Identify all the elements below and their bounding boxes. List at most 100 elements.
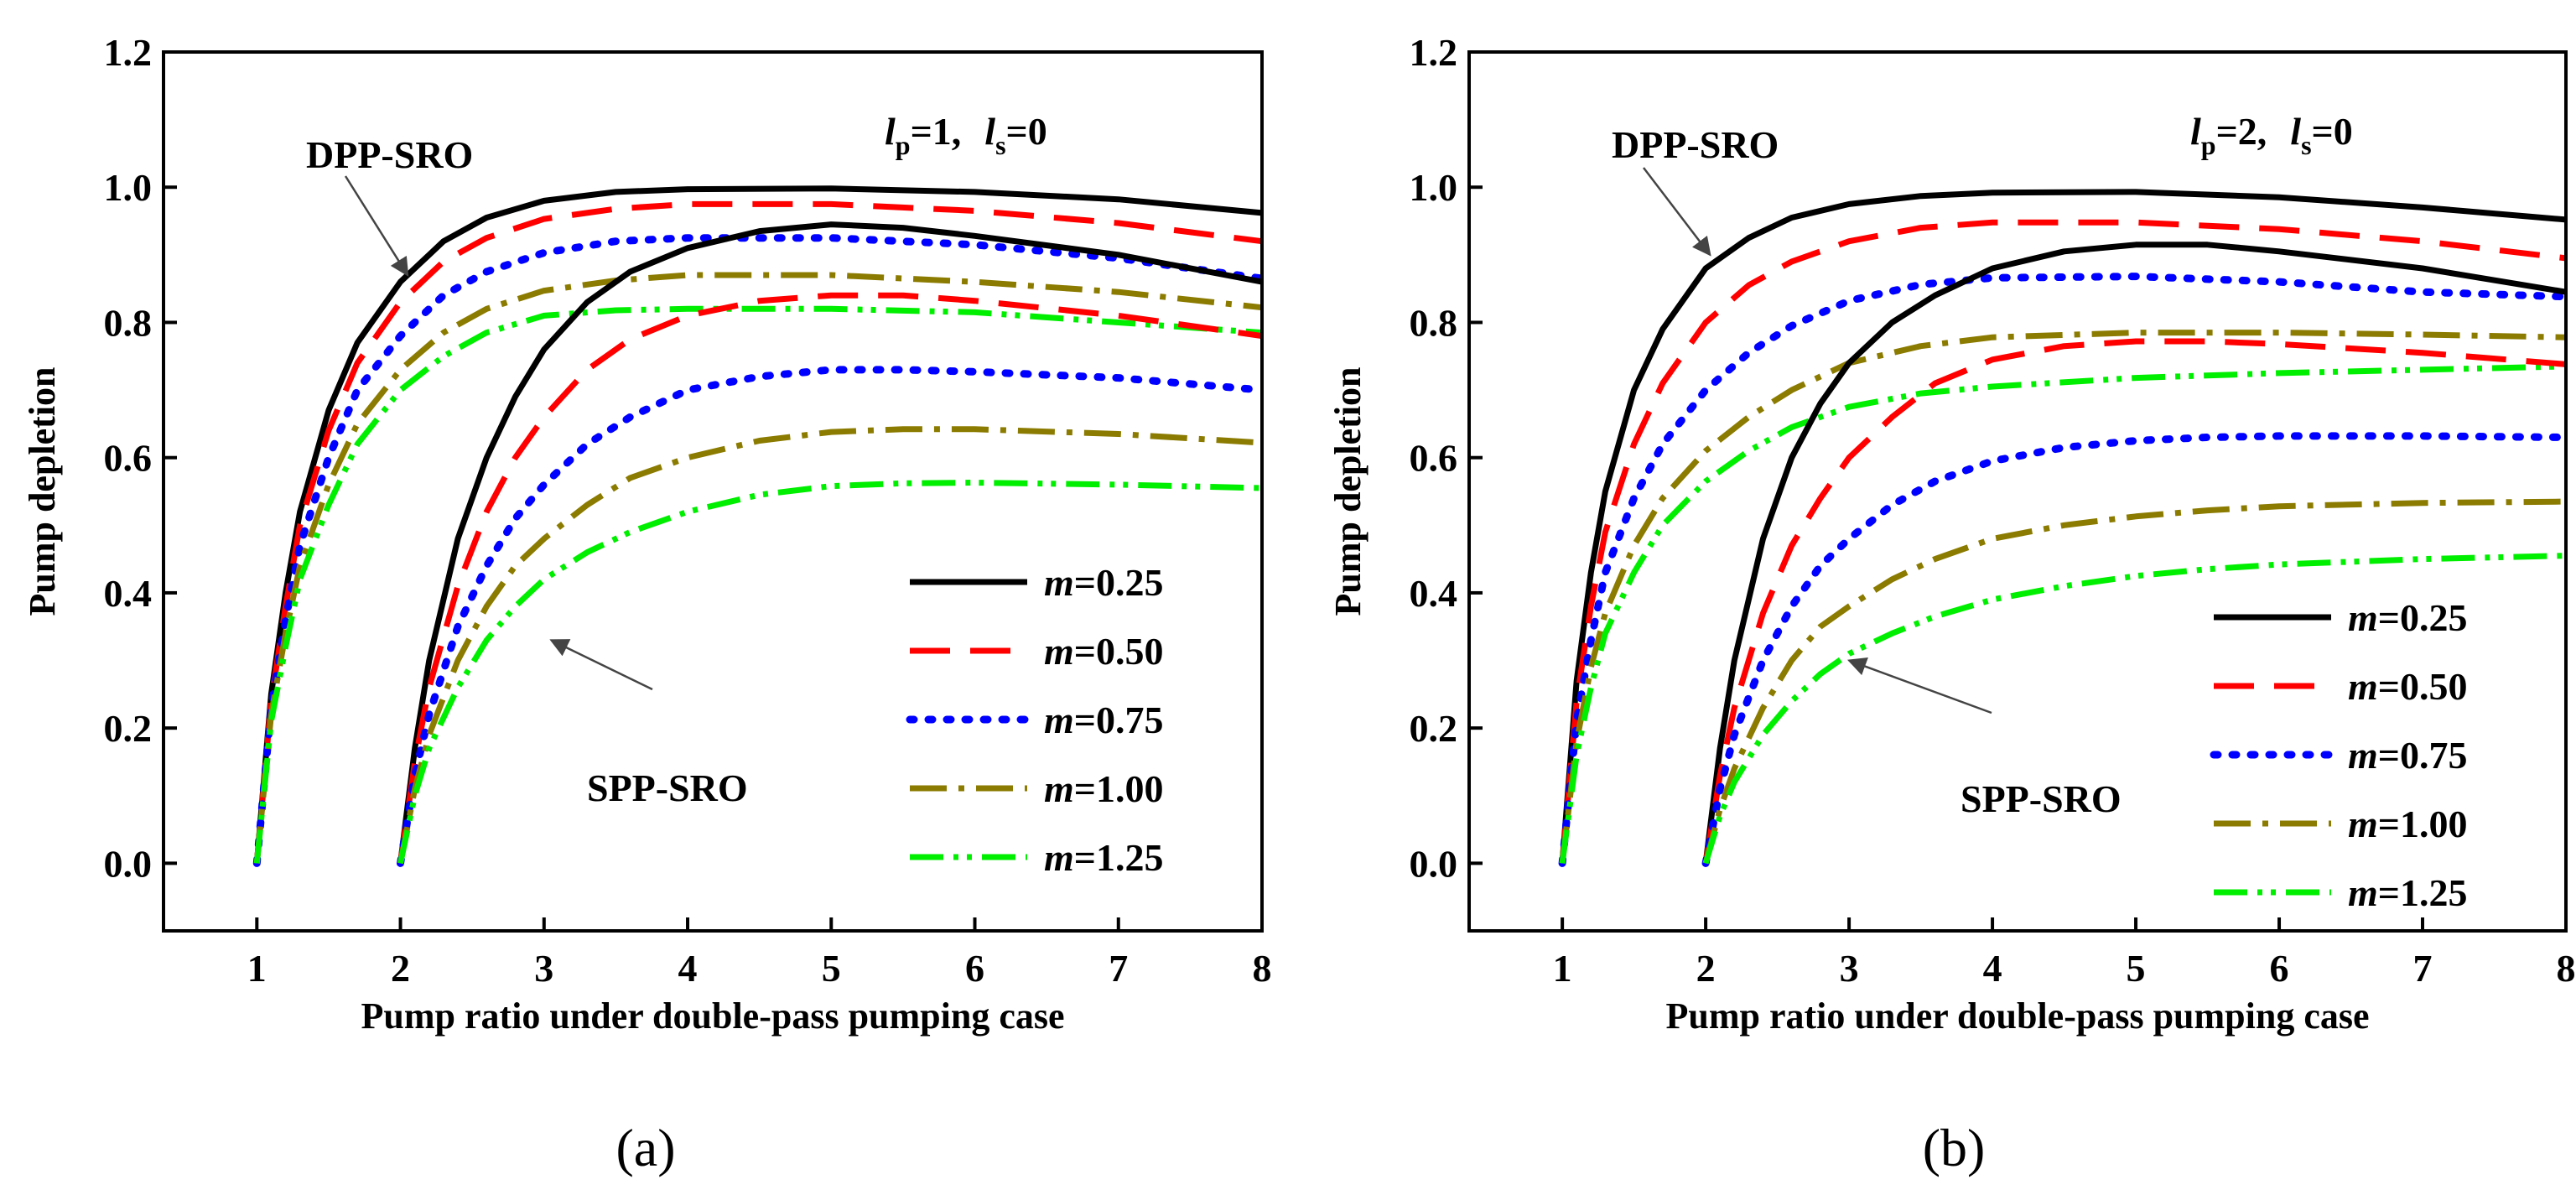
y-tick-label: 0.8 [104, 301, 153, 344]
legend-value: =0.75 [1074, 699, 1164, 741]
series-line-spp-2 [397, 366, 1266, 867]
y-tick-label: 1.2 [104, 31, 153, 74]
legend-label: m=0.75 [1044, 699, 1164, 741]
y-tick-label: 1.0 [1410, 166, 1458, 209]
legend-label: m=0.25 [2348, 596, 2468, 639]
parameter-lp-letter: l [2190, 110, 2201, 153]
x-tick-label: 5 [822, 947, 841, 990]
parameter-ls-val: =0 [1006, 110, 1047, 153]
legend: m=0.25m=0.50m=0.75m=1.00m=1.25 [906, 561, 1164, 879]
legend-value: =0.25 [2378, 596, 2468, 639]
legend-value: =1.00 [1074, 767, 1164, 810]
y-tick-label: 0.6 [1410, 437, 1458, 480]
legend-variable: m [2348, 596, 2378, 639]
legend-variable: m [2348, 871, 2378, 914]
x-tick-label: 5 [2127, 947, 2146, 990]
annotation-arrow [344, 175, 409, 277]
series-line-spp-1 [1702, 338, 2567, 864]
x-tick-label: 3 [1840, 947, 1859, 990]
y-axis-label: Pump depletion [22, 366, 63, 616]
x-tick-label: 6 [965, 947, 984, 990]
series-line-spp-3 [1702, 498, 2567, 865]
legend-label: m=1.00 [2348, 803, 2468, 845]
parameter-ls-sub: s [2301, 130, 2311, 160]
legend-value: =1.00 [2378, 803, 2468, 845]
parameter-label: lp=1, ls=0 [885, 110, 1047, 160]
spp-sro-annotation: SPP-SRO [587, 766, 748, 809]
x-tick-label: 3 [534, 947, 553, 990]
series-line-spp-2 [1701, 432, 2570, 867]
series-line-spp-3 [397, 426, 1263, 865]
parameter-ls-sub: s [995, 130, 1005, 160]
legend-variable: m [1044, 767, 1074, 810]
x-tick-label: 2 [391, 947, 410, 990]
series-line-spp-4 [1702, 553, 2567, 865]
spp-sro-annotation: SPP-SRO [1961, 777, 2122, 820]
x-axis-label: Pump ratio under double-pass pumping cas… [1665, 995, 2369, 1037]
parameter-label: lp=2, ls=0 [2190, 110, 2353, 160]
series-line-spp-4 [397, 480, 1263, 865]
chart-panel-a: 0.0 0.2 0.4 0.6 0.8 1.0 1.2 1 2 3 4 5 6 7 8 Pump ratio … [22, 31, 1272, 1177]
panel-caption: (b) [1923, 1118, 1986, 1177]
legend-label: m=0.50 [2348, 665, 2468, 708]
x-tick-label: 6 [2270, 947, 2289, 990]
series-line-dpp-3 [253, 272, 1263, 864]
chart-panel-b: 0.0 0.2 0.4 0.6 0.8 1.0 1.2 1 2 3 4 5 6 7 8 Pump ratio … [1327, 31, 2576, 1177]
y-axis-label: Pump depletion [1327, 366, 1368, 616]
y-tick-label: 0.0 [104, 842, 153, 885]
x-tick-label: 7 [2413, 947, 2433, 990]
parameter-lp-sub: p [2201, 130, 2216, 160]
legend-value: =1.25 [2378, 871, 2468, 914]
x-tick-label: 2 [1696, 947, 1716, 990]
x-tick-label: 8 [2557, 947, 2576, 990]
legend-value: =1.25 [1074, 836, 1164, 879]
x-tick-label: 7 [1109, 947, 1128, 990]
series-line-dpp-2 [1558, 273, 2570, 867]
y-tick-label: 0.4 [104, 572, 153, 615]
x-tick-label: 8 [1253, 947, 1272, 990]
legend-label: m=0.75 [2348, 734, 2468, 777]
y-tick-label: 0.8 [1410, 301, 1458, 344]
legend-variable: m [2348, 734, 2378, 777]
parameter-ls-letter: l [2290, 110, 2301, 153]
x-tick-label: 4 [678, 947, 698, 990]
series-line-dpp-0 [1559, 189, 2567, 864]
parameter-lp-sub: p [896, 130, 911, 160]
legend-value: =0.25 [1074, 561, 1164, 604]
parameter-lp-val: =1, [911, 110, 962, 153]
x-tick-label: 1 [1553, 947, 1572, 990]
y-tick-label: 0.0 [1410, 842, 1458, 885]
legend-variable: m [1044, 699, 1074, 741]
series-line-dpp-0 [253, 185, 1263, 864]
annotation-arrow [1846, 657, 1992, 715]
series-line-dpp-4 [1559, 363, 2567, 864]
parameter-ls-letter: l [984, 110, 995, 153]
annotation-arrow [549, 639, 653, 691]
y-tick-label: 1.2 [1410, 31, 1458, 74]
legend-value: =0.50 [1074, 630, 1164, 673]
legend-label: m=1.25 [1044, 836, 1164, 879]
series-line-dpp-1 [253, 200, 1263, 864]
legend-variable: m [1044, 836, 1074, 879]
y-tick-label: 0.2 [104, 707, 153, 750]
series-line-dpp-2 [252, 234, 1266, 867]
dpp-sro-annotation: DPP-SRO [306, 133, 473, 176]
dpp-sro-annotation: DPP-SRO [1612, 123, 1779, 166]
series-line-dpp-4 [253, 305, 1263, 864]
y-tick-label: 1.0 [104, 166, 153, 209]
x-tick-label: 1 [247, 947, 267, 990]
series-line-dpp-3 [1559, 330, 2567, 864]
y-tick-label: 0.6 [104, 437, 153, 480]
legend-label: m=1.00 [1044, 767, 1164, 810]
legend-value: =0.50 [2378, 665, 2468, 708]
series-line-dpp-1 [1559, 219, 2567, 864]
legend-variable: m [1044, 561, 1074, 604]
parameter-lp-letter: l [885, 110, 896, 153]
legend: m=0.25m=0.50m=0.75m=1.00m=1.25 [2210, 596, 2468, 914]
plot-frame [162, 50, 1264, 933]
series-line-spp-0 [1702, 242, 2567, 864]
legend-label: m=0.25 [1044, 561, 1164, 604]
plot-frame [1467, 50, 2568, 933]
series-line-spp-0 [397, 221, 1263, 864]
legend-variable: m [1044, 630, 1074, 673]
